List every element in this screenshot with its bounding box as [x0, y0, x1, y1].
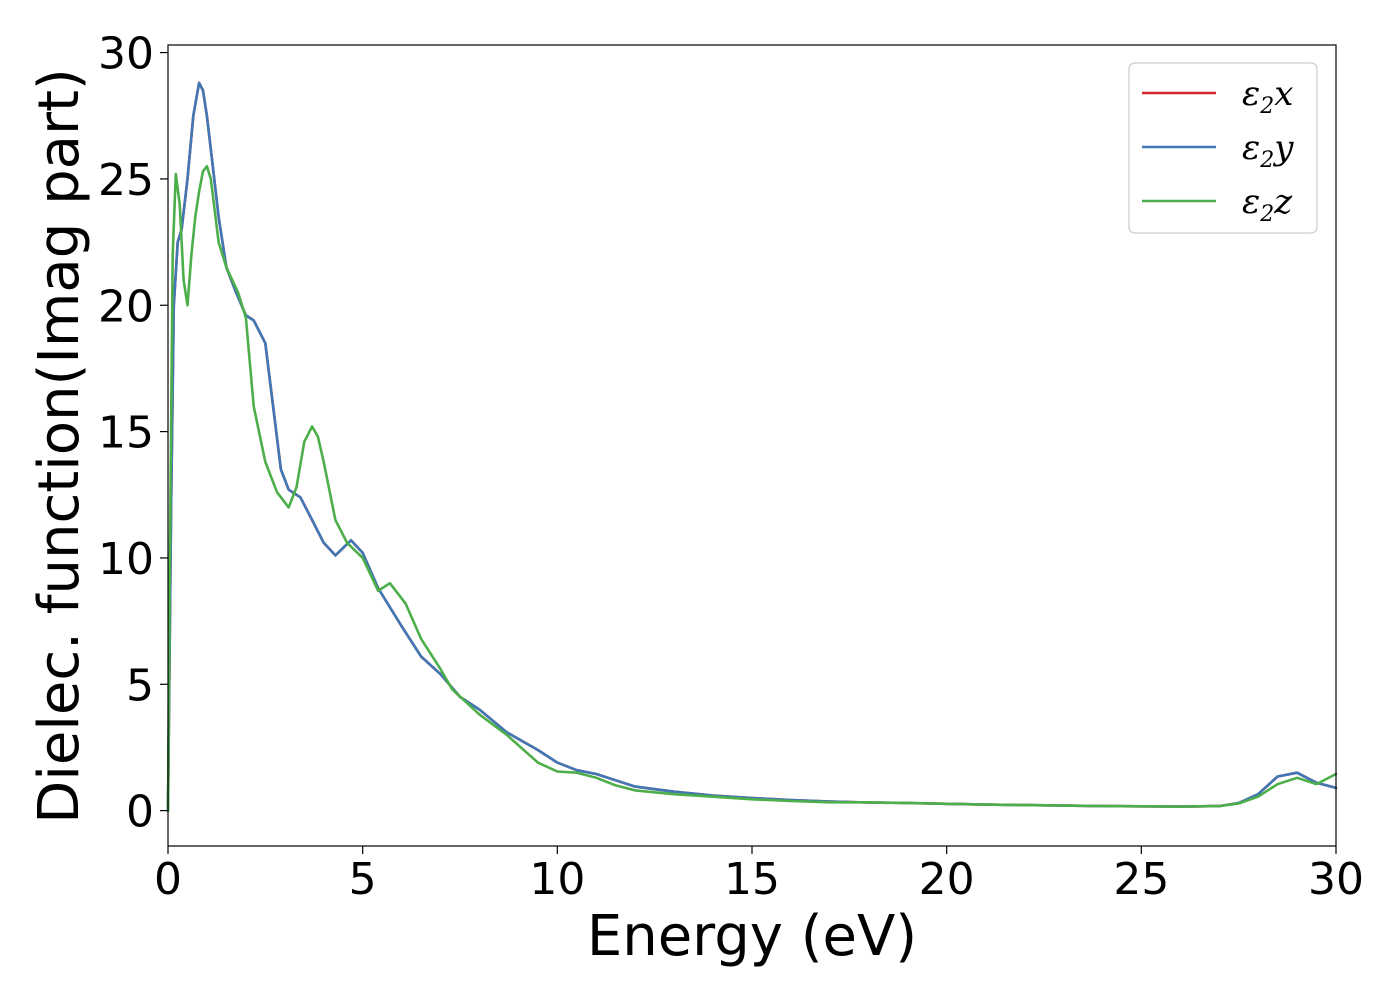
y-tick-label: 10	[98, 534, 154, 585]
x-tick-label: 25	[1113, 854, 1169, 905]
legend-label-y: ε2y	[1242, 128, 1294, 173]
legend: ε2x ε2y ε2z	[1128, 62, 1318, 234]
y-tick-label: 20	[98, 281, 154, 332]
x-axis: 0 5 10 15 20 25 30	[154, 846, 1364, 905]
y-axis-label: Dielec. function(Imag part)	[27, 68, 92, 824]
legend-label-x: ε2x	[1242, 74, 1293, 119]
plot-lines	[166, 81, 1338, 812]
x-tick-label: 10	[529, 854, 585, 905]
y-tick-label: 15	[98, 408, 154, 459]
x-tick-label: 30	[1308, 854, 1364, 905]
x-axis-label: Energy (eV)	[587, 904, 917, 969]
x-tick-label: 20	[919, 854, 975, 905]
legend-box	[1128, 62, 1318, 234]
x-tick-label: 5	[349, 854, 377, 905]
y-tick-label: 30	[98, 29, 154, 80]
y-tick-label: 5	[126, 660, 154, 711]
x-tick-label: 15	[724, 854, 780, 905]
x-tick-label: 0	[154, 854, 182, 905]
legend-label-z: ε2z	[1242, 182, 1293, 227]
y-tick-label: 0	[126, 787, 154, 838]
series-line-z	[166, 165, 1338, 812]
y-tick-label: 25	[98, 155, 154, 206]
y-axis: 0 5 10 15 20 25 30	[98, 29, 168, 838]
